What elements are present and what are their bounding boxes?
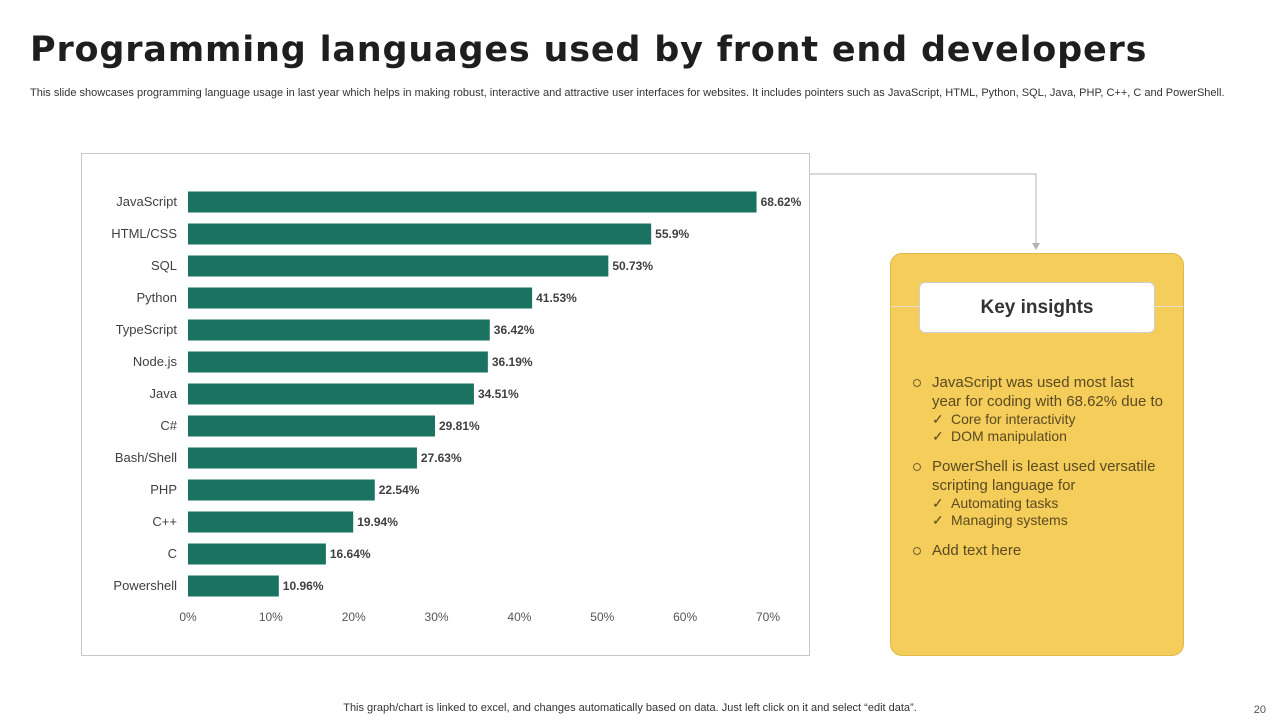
data-label: 68.62% bbox=[761, 195, 802, 209]
data-label: 50.73% bbox=[612, 259, 653, 273]
data-label: 55.9% bbox=[655, 227, 689, 241]
page-subtitle: This slide showcases programming languag… bbox=[30, 87, 1225, 99]
insight-bullet: PowerShell is least used versatile scrip… bbox=[913, 457, 1163, 529]
category-label: Python bbox=[137, 290, 177, 305]
circle-bullet-icon bbox=[913, 547, 921, 555]
bar bbox=[188, 415, 435, 437]
check-item-label: Core for interactivity bbox=[951, 411, 1076, 427]
bar bbox=[188, 543, 326, 565]
bar bbox=[188, 287, 533, 309]
checkmark-icon: ✓ bbox=[932, 512, 944, 528]
page-number: 20 bbox=[1253, 704, 1266, 716]
data-label: 34.51% bbox=[478, 387, 519, 401]
category-label: Powershell bbox=[113, 578, 177, 593]
page-title: Programming languages used by front end … bbox=[30, 30, 1148, 70]
insight-bullets: JavaScript was used most last year for c… bbox=[913, 373, 1163, 572]
category-label: SQL bbox=[151, 258, 177, 273]
check-item: ✓ Managing systems bbox=[932, 512, 1163, 529]
bar-chart[interactable]: JavaScript 68.62% HTML/CSS 55.9% SQL 50.73% Py… bbox=[81, 153, 810, 656]
bar bbox=[188, 447, 417, 469]
data-label: 41.53% bbox=[536, 291, 577, 305]
category-label: Java bbox=[150, 386, 178, 401]
data-label: 19.94% bbox=[357, 515, 398, 529]
data-label: 16.64% bbox=[330, 547, 371, 561]
category-label: HTML/CSS bbox=[111, 226, 177, 241]
data-label: 36.42% bbox=[494, 323, 535, 337]
bar bbox=[188, 511, 354, 533]
data-label: 10.96% bbox=[283, 579, 324, 593]
insight-bullet: Add text here bbox=[913, 541, 1163, 560]
chart-svg: JavaScript 68.62% HTML/CSS 55.9% SQL 50.73% Py… bbox=[111, 191, 802, 624]
data-label: 29.81% bbox=[439, 419, 480, 433]
x-tick-label: 60% bbox=[673, 610, 697, 624]
check-item-label: DOM manipulation bbox=[951, 428, 1067, 444]
insight-text: PowerShell is least used versatile scrip… bbox=[932, 458, 1156, 494]
data-label: 22.54% bbox=[379, 483, 420, 497]
x-tick-label: 10% bbox=[259, 610, 283, 624]
insight-text: JavaScript was used most last year for c… bbox=[932, 374, 1163, 410]
bar bbox=[188, 191, 757, 213]
x-tick-label: 40% bbox=[507, 610, 531, 624]
bar bbox=[188, 351, 488, 373]
key-insights-header: Key insights bbox=[919, 282, 1155, 333]
bar bbox=[188, 575, 279, 597]
category-label: PHP bbox=[150, 482, 177, 497]
category-label: C++ bbox=[152, 514, 177, 529]
category-label: TypeScript bbox=[116, 322, 178, 337]
category-label: C bbox=[168, 546, 177, 561]
category-label: C# bbox=[160, 418, 177, 433]
x-tick-label: 70% bbox=[756, 610, 780, 624]
check-item-label: Automating tasks bbox=[951, 495, 1059, 511]
check-item: ✓ Automating tasks bbox=[932, 495, 1163, 512]
insight-bullet: JavaScript was used most last year for c… bbox=[913, 373, 1163, 445]
insight-text: Add text here bbox=[932, 542, 1022, 559]
checkmark-icon: ✓ bbox=[932, 411, 944, 427]
circle-bullet-icon bbox=[913, 463, 921, 471]
check-item: ✓ Core for interactivity bbox=[932, 411, 1163, 428]
check-item: ✓ DOM manipulation bbox=[932, 428, 1163, 445]
check-item-label: Managing systems bbox=[951, 512, 1068, 528]
checkmark-icon: ✓ bbox=[932, 495, 944, 511]
category-label: JavaScript bbox=[116, 194, 177, 209]
category-label: Bash/Shell bbox=[115, 450, 177, 465]
bar bbox=[188, 255, 609, 277]
data-label: 36.19% bbox=[492, 355, 533, 369]
x-tick-label: 20% bbox=[342, 610, 366, 624]
circle-bullet-icon bbox=[913, 379, 921, 387]
x-tick-label: 30% bbox=[425, 610, 449, 624]
bar bbox=[188, 479, 375, 501]
bar bbox=[188, 383, 474, 405]
bar bbox=[188, 319, 490, 341]
data-label: 27.63% bbox=[421, 451, 462, 465]
footer-note: This graph/chart is linked to excel, and… bbox=[343, 702, 917, 714]
x-tick-label: 50% bbox=[590, 610, 614, 624]
bar bbox=[188, 223, 652, 245]
checkmark-icon: ✓ bbox=[932, 428, 944, 444]
key-insights-panel: Key insights JavaScript was used most la… bbox=[890, 253, 1184, 656]
x-tick-label: 0% bbox=[179, 610, 197, 624]
category-label: Node.js bbox=[133, 354, 178, 369]
